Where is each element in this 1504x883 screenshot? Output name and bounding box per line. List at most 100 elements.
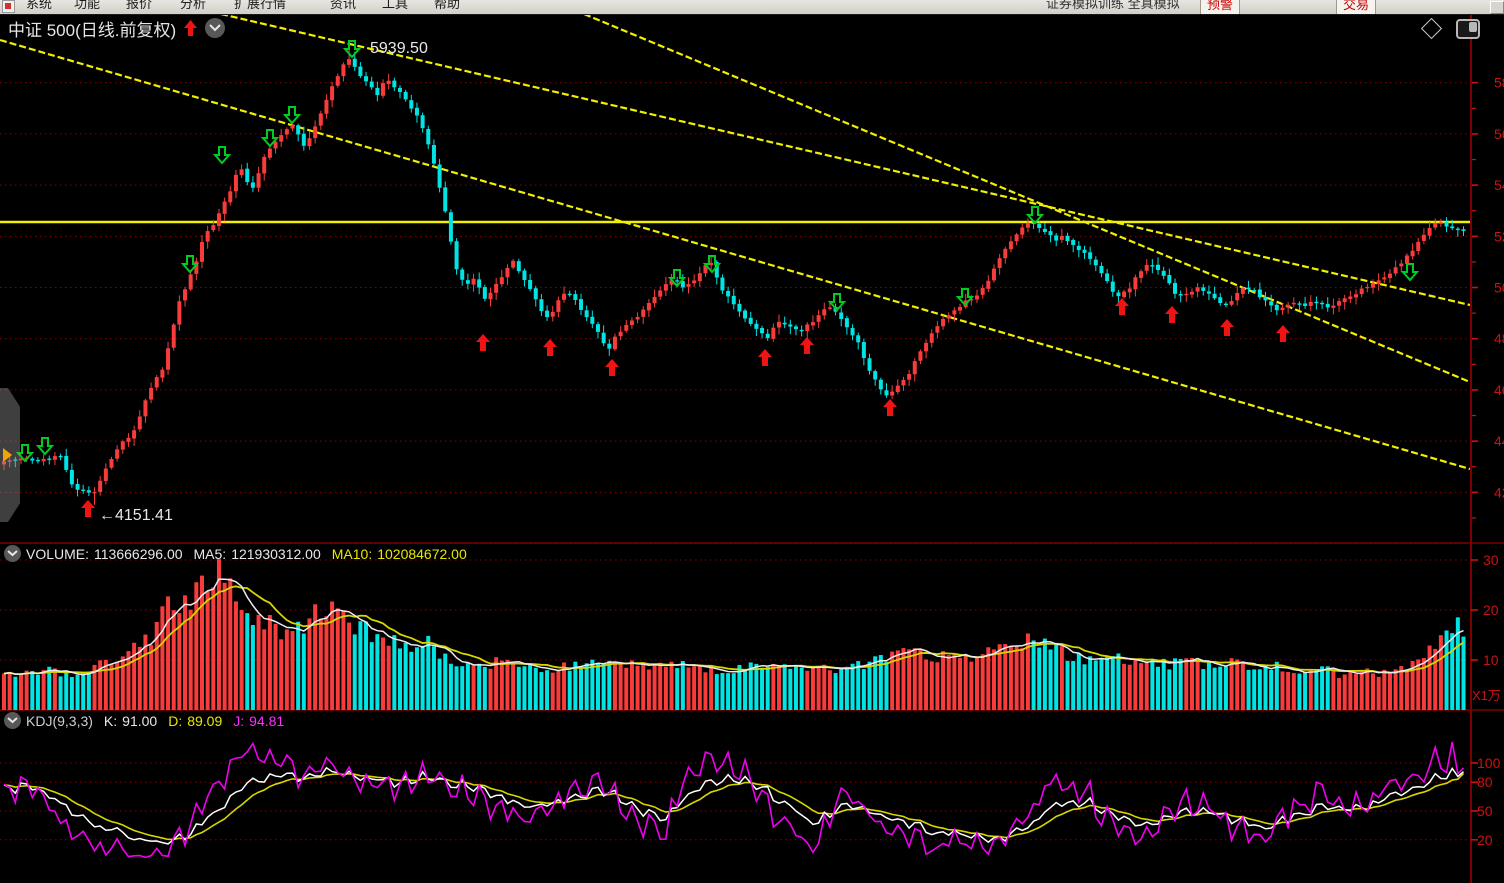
svg-text:20: 20	[1477, 832, 1493, 848]
menu-bar: 系统 功能 报价 分析 扩展行情 资讯 工具 帮助 预警 交易 证券模拟训练 全真模拟	[0, 0, 1504, 15]
buy-signal-arrow	[1115, 298, 1129, 315]
d-value: 89.09	[187, 712, 223, 729]
buy-signal-arrow	[476, 334, 490, 351]
sell-signal-arrow	[1025, 206, 1045, 225]
sell-signal-arrow	[15, 444, 35, 463]
sell-signal-arrow	[955, 288, 975, 307]
svg-text:5600: 5600	[1494, 126, 1504, 142]
buy-signal-arrow	[1220, 319, 1234, 336]
ma10-line	[3, 585, 1464, 676]
trendline-upper-channel	[0, 38, 1471, 471]
volume-unit-label: X1万	[1472, 688, 1501, 703]
trendlines	[0, 12, 1471, 471]
sell-signal-arrow	[702, 255, 722, 274]
sell-signal-arrow	[180, 255, 200, 274]
sell-signal-arrow	[282, 106, 302, 125]
signal-arrows	[15, 40, 1420, 517]
sell-signal-arrow	[212, 146, 232, 165]
high-price-label: 5939.50	[370, 40, 428, 57]
low-price-label: ←4151.41	[99, 507, 173, 524]
layout-toggle-icon[interactable]	[1456, 19, 1480, 39]
sell-signal-arrow	[667, 269, 687, 288]
svg-text:80: 80	[1477, 774, 1493, 790]
kdj-collapse-chevron-icon[interactable]	[4, 712, 21, 729]
menu-item-1[interactable]: 功能	[74, 0, 101, 11]
kdj-lines	[3, 741, 1465, 859]
j-line	[3, 741, 1465, 859]
volume-ma-lines	[3, 578, 1464, 676]
svg-text:5800: 5800	[1494, 75, 1504, 91]
collapse-chevron-icon[interactable]	[205, 18, 226, 38]
menu-hot-item-1[interactable]: 交易	[1336, 0, 1377, 14]
buy-signal-arrow	[800, 337, 814, 354]
buy-signal-arrow	[1165, 306, 1179, 323]
ma5-value: 121930312.00	[231, 545, 321, 562]
trendline-peak-trendline	[220, 12, 1471, 307]
volume-gridlines: 30 20 10 X1万	[0, 552, 1501, 703]
buy-signal-arrow	[883, 399, 897, 416]
d-label: D:	[168, 712, 183, 729]
ma10-value: 102084672.00	[377, 545, 467, 562]
svg-text:20: 20	[1483, 602, 1499, 618]
d-line	[3, 772, 1465, 841]
menu-item-0[interactable]: 系统	[26, 0, 53, 11]
buy-signal-arrow	[81, 500, 95, 517]
volume-collapse-chevron-icon[interactable]	[4, 545, 21, 562]
candlestick-series	[2, 47, 1466, 505]
red-up-arrow-icon	[184, 20, 198, 36]
menu-item-4[interactable]: 扩展行情	[234, 0, 287, 11]
volume-bars	[2, 559, 1466, 710]
app-logo-icon	[2, 0, 15, 13]
svg-text:50: 50	[1477, 803, 1493, 819]
sell-signal-arrow	[827, 293, 847, 312]
sell-signal-arrow	[260, 129, 280, 148]
svg-text:5400: 5400	[1494, 177, 1504, 193]
kdj-gridlines: 100 80 50 20	[0, 755, 1501, 848]
svg-text:4800: 4800	[1494, 331, 1504, 347]
volume-value: 113666296.00	[94, 545, 183, 562]
menu-item-6[interactable]: 工具	[382, 0, 409, 11]
menu-item-5[interactable]: 资讯	[330, 0, 357, 11]
sell-signal-arrow	[1400, 263, 1420, 282]
sell-signal-arrow	[35, 437, 55, 456]
menu-item-7[interactable]: 帮助	[434, 0, 461, 11]
menu-item-2[interactable]: 报价	[126, 0, 153, 11]
menu-corner-button[interactable]	[1490, 1, 1504, 14]
chart-title: 中证 500(日线.前复权)	[8, 20, 177, 40]
ma10-label: MA10:	[331, 545, 373, 562]
svg-text:4600: 4600	[1494, 382, 1504, 398]
kdj-header: KDJ(9,3,3) K: 91.00 D: 89.09 J: 94.81	[0, 712, 284, 729]
panel-frame	[0, 14, 1504, 883]
svg-text:5000: 5000	[1494, 280, 1504, 296]
chart-title-row: 中证 500(日线.前复权)	[8, 17, 226, 40]
trendline-mid-trendline	[583, 12, 1471, 384]
svg-text:30: 30	[1483, 552, 1499, 568]
svg-text:100: 100	[1477, 755, 1501, 771]
k-label: K:	[103, 712, 118, 729]
expand-triangle-icon	[3, 448, 12, 462]
buy-signal-arrow	[543, 339, 557, 356]
svg-text:5200: 5200	[1494, 228, 1504, 244]
menu-right-text: 证券模拟训练 全真模拟	[1046, 0, 1180, 11]
volume-header: VOLUME: 113666296.00 MA5: 121930312.00 M…	[0, 545, 467, 562]
buy-signal-arrow	[758, 349, 772, 366]
svg-text:4200: 4200	[1494, 484, 1504, 500]
j-label: J:	[233, 712, 245, 729]
ma5-label: MA5:	[193, 545, 227, 562]
sidebar-expand-handle[interactable]	[0, 388, 20, 522]
k-value: 91.00	[122, 712, 158, 729]
k-line	[3, 766, 1464, 845]
menu-item-3[interactable]: 分析	[180, 0, 207, 11]
svg-text:10: 10	[1483, 652, 1499, 668]
svg-text:4400: 4400	[1494, 433, 1504, 449]
ma5-line	[3, 578, 1464, 676]
j-value: 94.81	[249, 712, 285, 729]
menu-hot-item-0[interactable]: 预警	[1200, 0, 1241, 14]
volume-label: VOLUME:	[26, 545, 90, 562]
buy-signal-arrow	[605, 359, 619, 376]
kdj-name: KDJ(9,3,3)	[26, 712, 93, 729]
sell-signal-arrow	[342, 40, 362, 59]
buy-signal-arrow	[1276, 325, 1290, 342]
